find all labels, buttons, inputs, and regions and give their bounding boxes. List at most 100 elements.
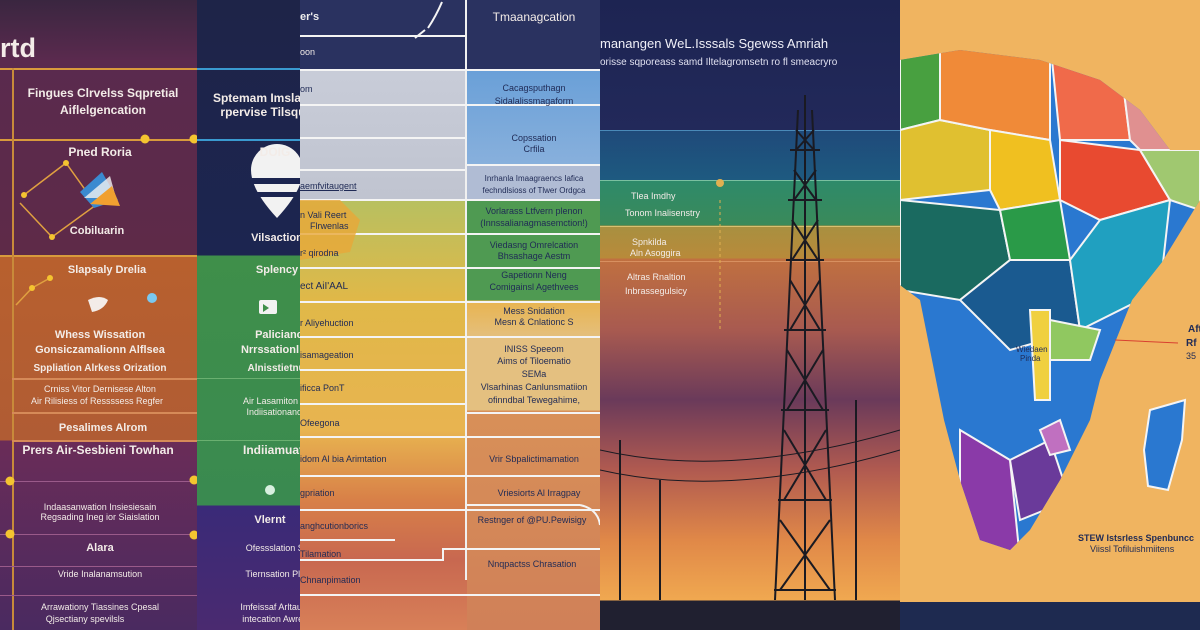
section-title: rpervise Tilsqu bbox=[220, 105, 300, 119]
cell: ificca PonT bbox=[300, 383, 345, 393]
divider bbox=[12, 440, 197, 442]
label: Vride Inalanamsution bbox=[57, 569, 143, 579]
cell: SEMa bbox=[521, 369, 547, 379]
map-legend: Viissl Tofiluishmiitens bbox=[1090, 544, 1175, 554]
node-dot bbox=[189, 530, 197, 540]
cell: Comigainsl Agethvees bbox=[489, 282, 579, 292]
label: Arrawationy Tiassines Cpesal bbox=[40, 602, 160, 612]
node-dot bbox=[140, 134, 150, 144]
label: Indiiamuation bbox=[243, 443, 300, 457]
cell: er's bbox=[300, 11, 320, 23]
cell: Mesn & Cnlationc S bbox=[494, 317, 574, 327]
divider bbox=[197, 139, 300, 141]
label: Cobiluarin bbox=[69, 225, 125, 237]
cell: INISS Speeom bbox=[504, 344, 564, 354]
cell: oon bbox=[300, 47, 316, 57]
panel-table: er's oon om aemfvitaugent n Vali Reert F… bbox=[300, 0, 600, 630]
cell: r² qirodna bbox=[300, 248, 339, 258]
bottom-bar bbox=[900, 602, 1200, 630]
label: Indaasanwation Insiesiesain bbox=[43, 502, 157, 512]
divider bbox=[197, 68, 300, 70]
map-label: Rf bbox=[1186, 338, 1197, 349]
label: Crniss Vitor Dernisese Alton bbox=[44, 384, 156, 394]
cell: Gapetionn Neng bbox=[501, 270, 567, 280]
label: Slapsaly Drelia bbox=[67, 264, 147, 276]
label: Splency bbox=[255, 264, 299, 276]
cell: r Aliyehuction bbox=[300, 318, 354, 328]
cell: Inrhanla Imaagraencs Iafica bbox=[484, 174, 584, 183]
cell: Bhsashage Aestm bbox=[497, 251, 571, 261]
cell: Flrwenlas bbox=[310, 221, 349, 231]
label: Tonom Inalisenstry bbox=[625, 208, 701, 218]
cell: Nnqpactss Chrasation bbox=[487, 559, 577, 569]
cell: Chnanpimation bbox=[300, 575, 361, 585]
label: Air Lasamiton Railn bbox=[242, 396, 300, 406]
label: Nrrssationl Airs bbox=[240, 344, 300, 356]
section-title: Aiflelgencation bbox=[59, 103, 147, 117]
row-grid bbox=[300, 1, 600, 596]
label: Vlernt bbox=[254, 514, 286, 526]
cell: Tilamation bbox=[300, 549, 342, 559]
label: Regsading Ineg ior Siaislation bbox=[40, 512, 160, 522]
map-label: Wiedaen bbox=[1016, 345, 1048, 354]
cell: Viedasng Omrelcation bbox=[489, 240, 579, 250]
divider bbox=[197, 440, 300, 441]
cell: ect AiI'AAL bbox=[300, 281, 349, 292]
label: Indiisationand Spl bbox=[246, 407, 300, 417]
section-title: Fingues Clrvelss Sqpretial bbox=[27, 86, 179, 100]
cell: gpriation bbox=[300, 488, 335, 498]
divider bbox=[600, 130, 900, 131]
label: Imfeissaf Arltaurt Tas bbox=[240, 602, 300, 612]
cell: Mess Snidation bbox=[503, 306, 565, 316]
node-dot bbox=[189, 134, 197, 144]
cell: ofinndbal Tewegahime, bbox=[488, 395, 580, 405]
cell: Vrir Sbpalictimamation bbox=[489, 454, 579, 464]
panel-africa-map: Aft Rf 35 Wiedaen Pinda STEW Istsrless S… bbox=[900, 0, 1200, 630]
network-diagram-icon bbox=[15, 160, 157, 312]
divider bbox=[0, 255, 197, 257]
cell: idom Al bia Arimtation bbox=[300, 454, 387, 464]
label: Alnisstietnuan bbox=[247, 363, 300, 374]
label: Sppliation Alrkess Orization bbox=[33, 363, 167, 374]
divider bbox=[12, 378, 197, 380]
label: Prers Air-Sesbieni Towhan bbox=[22, 443, 174, 457]
divider bbox=[0, 139, 197, 141]
section-title: Sptemam Imslaz bbox=[212, 91, 300, 105]
divider bbox=[0, 566, 197, 567]
cell: anghcutionborics bbox=[300, 521, 369, 531]
cell: Restnger of @PU.Pewisigy bbox=[477, 515, 587, 525]
label: Qjsectiany spevilsls bbox=[45, 614, 125, 624]
cell: Vorlarass Ltfvern plenon bbox=[485, 206, 583, 216]
column-header: Tmaanagcation bbox=[492, 10, 576, 24]
subtitle: orisse sqporeass samd Iltelagromsetn ro … bbox=[600, 57, 838, 68]
label: Pned Roria bbox=[68, 145, 132, 159]
divider bbox=[465, 0, 467, 580]
divider bbox=[0, 68, 197, 70]
panel-infographic-purple: rtd Fingues Clrvelss Sqpretial Aiflelgen… bbox=[0, 0, 197, 630]
cell: Cacagsputhagn bbox=[502, 83, 566, 93]
cell: (Innssalianagmasemction!) bbox=[480, 218, 588, 228]
label: Gonsiczamalionn Alflsea bbox=[35, 344, 165, 356]
cell: Crfila bbox=[523, 144, 545, 154]
map-label: 35 bbox=[1186, 351, 1197, 361]
cell: Vlsarhinas Canlunsmatiion bbox=[480, 382, 588, 392]
cell: Sidalalissmagaform bbox=[494, 96, 574, 106]
label: Pesalimes Alrom bbox=[58, 422, 148, 434]
map-label: Pinda bbox=[1020, 354, 1041, 363]
divider bbox=[197, 378, 300, 379]
label: Alara bbox=[86, 542, 114, 554]
panel-header: rtd bbox=[0, 33, 36, 63]
divider bbox=[0, 481, 197, 482]
map-legend: STEW Istsrless Spenbuncc bbox=[1078, 533, 1195, 543]
node-dot bbox=[5, 529, 15, 539]
africa-map bbox=[900, 50, 1200, 550]
label: Tiernsation Plessc bbox=[245, 569, 300, 579]
divider bbox=[600, 180, 900, 181]
label: Aln Asoggira bbox=[630, 248, 681, 258]
panel-tower-sunset: manangen WeL.Isssals Sgewss Amriah oriss… bbox=[600, 0, 900, 630]
cell: Copssation bbox=[511, 133, 557, 143]
divider bbox=[0, 595, 197, 596]
title: manangen WeL.Isssals Sgewss Amriah bbox=[600, 36, 829, 51]
label: DOIG bbox=[259, 145, 291, 159]
label: Tlea Imdhy bbox=[631, 191, 676, 201]
